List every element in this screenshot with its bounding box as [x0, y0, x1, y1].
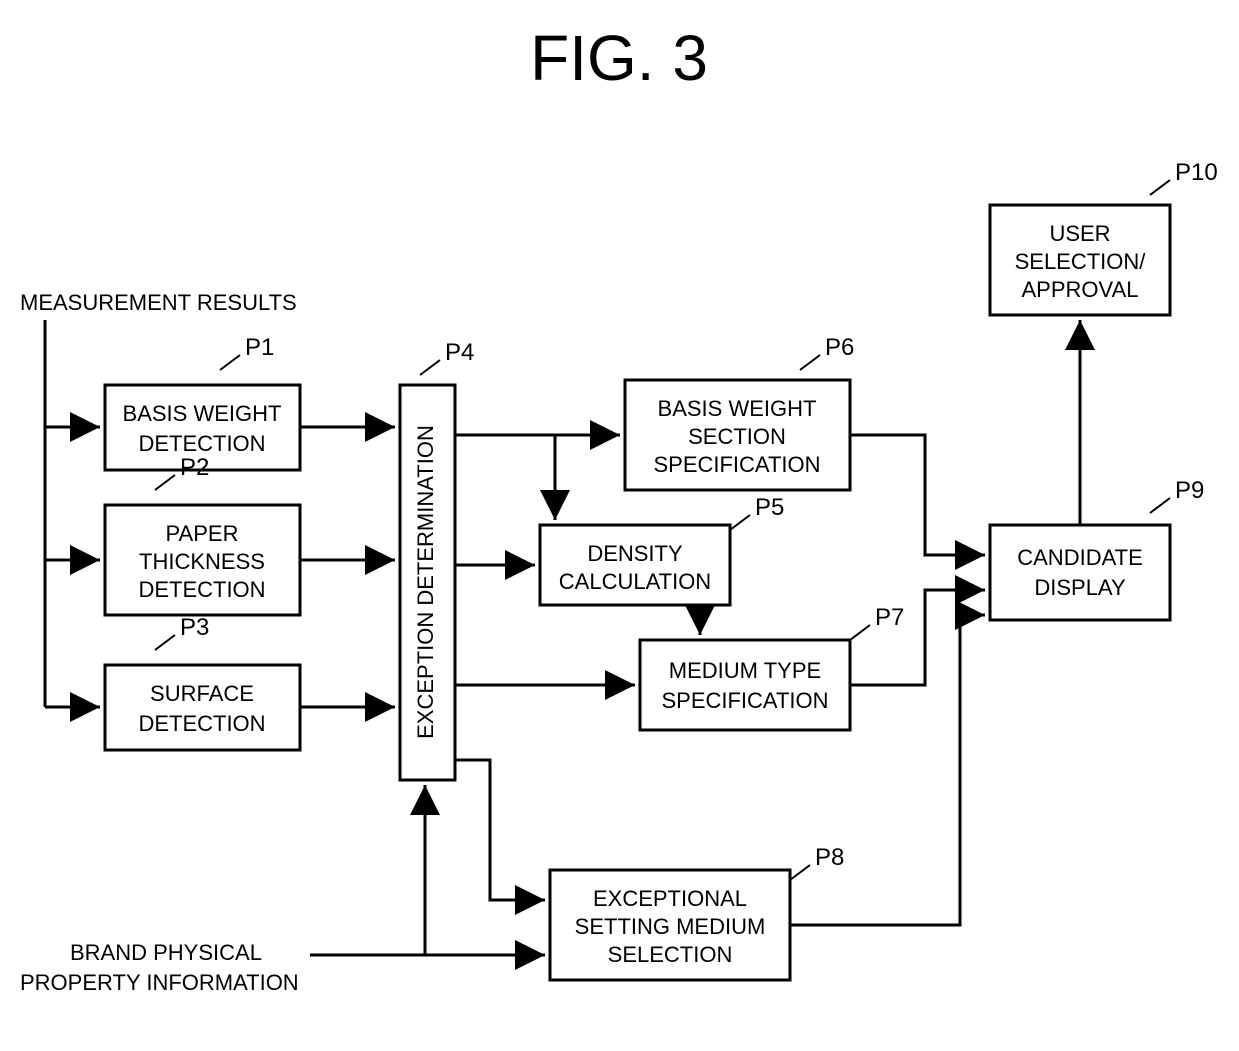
box-p7 [640, 640, 850, 730]
edge-p4-p8 [455, 760, 545, 900]
p2-line1: PAPER [166, 521, 239, 546]
p10-line1: USER [1049, 221, 1110, 246]
p4-line1: EXCEPTION DETERMINATION [413, 425, 438, 739]
figure-title: FIG. 3 [530, 22, 708, 94]
ref-p5: P5 [755, 494, 784, 521]
p5-line2: CALCULATION [559, 569, 711, 594]
ref-p7: P7 [875, 604, 904, 631]
measurement-results-label: MEASUREMENT RESULTS [20, 290, 297, 315]
ref-p6: P6 [825, 334, 854, 361]
p8-line1: EXCEPTIONAL [593, 886, 747, 911]
p2-line3: DETECTION [138, 577, 265, 602]
ref-p8: P8 [815, 844, 844, 871]
ref-p3: P3 [180, 614, 209, 641]
edge-p6-p9 [850, 435, 985, 555]
box-p3 [105, 665, 300, 750]
p1-line2: DETECTION [138, 431, 265, 456]
ref-p4: P4 [445, 339, 474, 366]
box-p9 [990, 525, 1170, 620]
p9-line1: CANDIDATE [1017, 545, 1143, 570]
ref-p1: P1 [245, 334, 274, 361]
ref-p10: P10 [1175, 159, 1218, 186]
p8-line2: SETTING MEDIUM [575, 914, 766, 939]
edge-brand-p4 [310, 785, 425, 955]
p10-line2: SELECTION/ [1015, 249, 1147, 274]
p6-line2: SECTION [688, 424, 786, 449]
ref-p9: P9 [1175, 477, 1204, 504]
p3-line1: SURFACE [150, 681, 254, 706]
brand-physical-label: BRAND PHYSICAL [70, 940, 262, 965]
p10-line3: APPROVAL [1022, 277, 1139, 302]
p6-line3: SPECIFICATION [653, 452, 820, 477]
p2-line2: THICKNESS [139, 549, 265, 574]
p7-line1: MEDIUM TYPE [669, 658, 821, 683]
p8-line3: SELECTION [608, 942, 733, 967]
property-information-label: PROPERTY INFORMATION [20, 970, 299, 995]
p1-line1: BASIS WEIGHT [123, 401, 282, 426]
p6-line1: BASIS WEIGHT [658, 396, 817, 421]
p5-line1: DENSITY [587, 541, 683, 566]
p9-line2: DISPLAY [1034, 575, 1126, 600]
p7-line2: SPECIFICATION [661, 688, 828, 713]
ref-p2: P2 [180, 454, 209, 481]
edge-p7-p9 [850, 590, 985, 685]
p3-line2: DETECTION [138, 711, 265, 736]
diagram-canvas: FIG. 3 MEASUREMENT RESULTS BRAND PHYSICA… [0, 0, 1239, 1051]
